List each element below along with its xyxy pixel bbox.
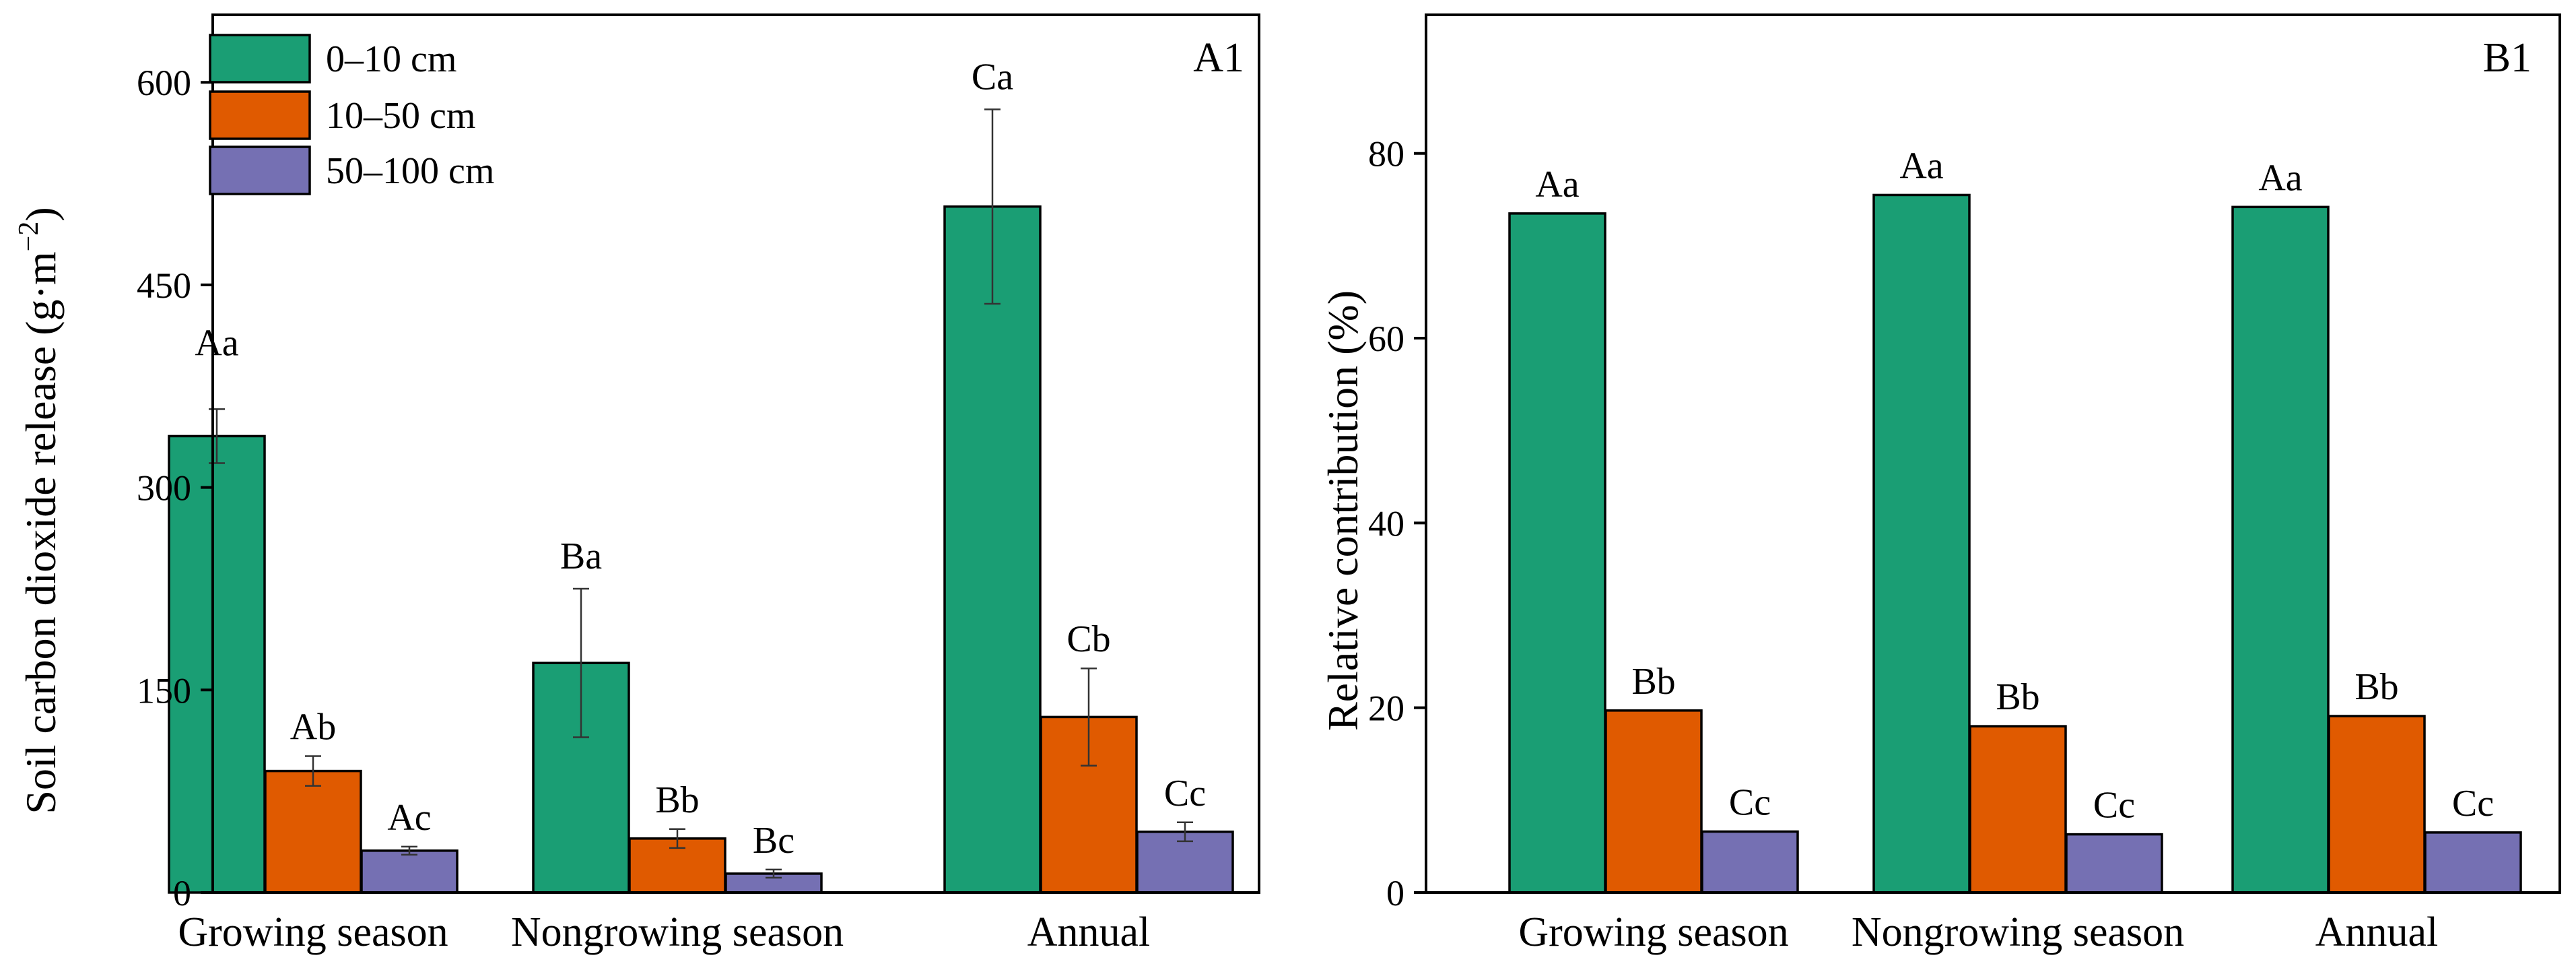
- b1-significance-label-2-1: Cc: [2093, 785, 2135, 827]
- a1-significance-label-2-2: Cc: [1164, 773, 1206, 814]
- panel-a1-chart: Soil carbon dioxide release (g·m−2) A1 A…: [13, 13, 1260, 955]
- b1-bar-1-2: [2328, 715, 2426, 894]
- legend-label-2: 50–100 cm: [326, 150, 494, 192]
- b1-y-tick-label-1: 20: [1368, 688, 1404, 729]
- a1-y-axis-label-superscript: −2: [13, 222, 44, 252]
- b1-bar-1-0: [1604, 709, 1703, 894]
- legend-swatch-1: [209, 90, 311, 140]
- a1-x-tick-label-1: Nongrowing season: [511, 909, 844, 955]
- b1-significance-label-0-0: Aa: [1535, 164, 1579, 205]
- a1-bar-0-2: [943, 205, 1042, 894]
- a1-bar-0-0: [168, 434, 266, 894]
- b1-bar-0-1: [1872, 193, 1971, 894]
- b1-significance-label-1-2: Bb: [2354, 666, 2398, 708]
- legend-swatch-0: [209, 34, 311, 84]
- a1-significance-label-2-1: Bc: [753, 820, 794, 862]
- a1-significance-label-1-1: Bb: [655, 779, 699, 821]
- a1-y-tick-label-2: 300: [137, 468, 191, 509]
- b1-y-tick-label-3: 60: [1368, 319, 1404, 359]
- b1-significance-label-2-2: Cc: [2452, 783, 2494, 825]
- b1-y-tick-label-2: 40: [1368, 503, 1404, 544]
- b1-x-tick-label-1: Nongrowing season: [1852, 909, 2184, 955]
- legend-label-0: 0–10 cm: [326, 38, 456, 80]
- b1-significance-label-0-1: Aa: [1899, 145, 1943, 187]
- b1-bar-0-2: [2231, 205, 2330, 894]
- b1-bar-2-1: [2065, 833, 2163, 894]
- b1-bar-0-0: [1508, 212, 1606, 894]
- a1-significance-label-2-0: Ac: [387, 797, 431, 839]
- a1-axis-frame: [211, 13, 1260, 894]
- a1-x-tick-label-0: Growing season: [178, 909, 448, 955]
- legend: 0–10 cm 10–50 cm 50–100 cm: [209, 34, 494, 195]
- b1-significance-label-1-1: Bb: [1996, 676, 2039, 718]
- a1-y-axis-label-text: Soil carbon dioxide release (g·m: [17, 251, 65, 814]
- b1-significance-label-0-2: Aa: [2258, 157, 2302, 199]
- b1-y-tick-label-0: 0: [1386, 873, 1404, 913]
- b1-x-tick-label-2: Annual: [2315, 909, 2439, 955]
- a1-significance-label-0-0: Aa: [195, 322, 238, 364]
- b1-significance-label-1-0: Bb: [1631, 661, 1675, 703]
- b1-bar-1-1: [1969, 725, 2067, 894]
- a1-significance-label-0-1: Ba: [560, 536, 602, 577]
- b1-bar-2-0: [1701, 830, 1799, 894]
- a1-x-tick-label-2: Annual: [1027, 909, 1151, 955]
- a1-significance-label-1-2: Cb: [1066, 618, 1110, 660]
- b1-axis-frame: [1425, 13, 2561, 894]
- panel-b1-chart: Relative contribution (%) B1 Aa Aa Aa Bb Bb B…: [1319, 13, 2561, 955]
- b1-significance-label-2-0: Cc: [1729, 781, 1771, 823]
- a1-y-tick-label-4: 600: [137, 63, 191, 103]
- a1-bar-2-0: [360, 849, 459, 894]
- legend-swatch-2: [209, 146, 311, 195]
- a1-y-axis-label: Soil carbon dioxide release (g·m−2): [13, 207, 65, 814]
- a1-y-tick-label-3: 450: [137, 265, 191, 306]
- a1-bar-1-0: [264, 769, 362, 894]
- b1-y-axis-label: Relative contribution (%): [1319, 290, 1367, 731]
- b1-x-tick-label-0: Growing season: [1518, 909, 1788, 955]
- a1-panel-label: A1: [1193, 35, 1244, 81]
- a1-significance-label-1-0: Ab: [290, 707, 336, 748]
- b1-panel-label: B1: [2483, 35, 2532, 81]
- b1-bar-2-2: [2424, 831, 2522, 894]
- a1-y-axis-label-close: ): [17, 207, 65, 221]
- a1-y-tick-label-1: 150: [137, 670, 191, 711]
- a1-significance-label-0-2: Ca: [972, 56, 1013, 98]
- b1-y-tick-label-4: 80: [1368, 134, 1404, 174]
- legend-label-1: 10–50 cm: [326, 95, 475, 137]
- a1-y-tick-label-0: 0: [173, 873, 191, 913]
